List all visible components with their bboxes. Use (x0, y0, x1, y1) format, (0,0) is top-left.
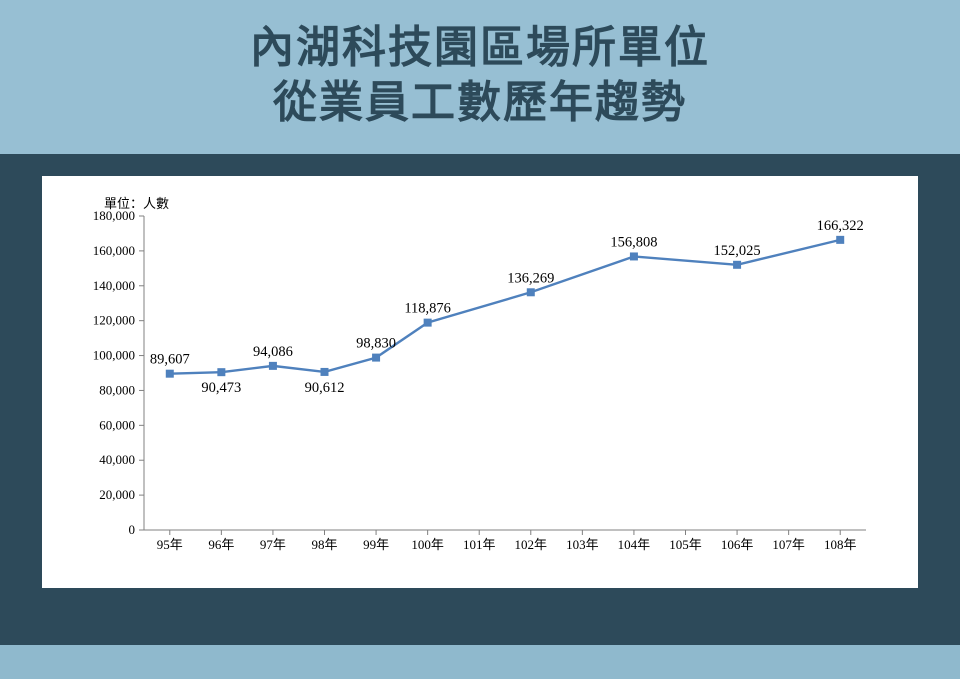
chart-card: 單位：人數020,00040,00060,00080,000100,000120… (42, 176, 918, 588)
series-data-label: 136,269 (507, 270, 554, 286)
series-marker (269, 362, 276, 369)
line-chart: 單位：人數020,00040,00060,00080,000100,000120… (66, 190, 886, 570)
y-tick-label: 0 (129, 522, 136, 537)
x-tick-label: 104年 (618, 537, 651, 552)
y-tick-label: 120,000 (93, 313, 135, 328)
x-tick-label: 99年 (363, 537, 389, 552)
series-marker (630, 253, 637, 260)
series-marker (373, 354, 380, 361)
y-tick-label: 80,000 (99, 382, 135, 397)
y-tick-label: 160,000 (93, 243, 135, 258)
page-root: 內湖科技園區場所單位 從業員工數歷年趨勢 單位：人數020,00040,0006… (0, 0, 960, 679)
y-tick-label: 60,000 (99, 417, 135, 432)
series-marker (837, 236, 844, 243)
title-line-2: 從業員工數歷年趨勢 (273, 78, 687, 127)
series-marker (321, 368, 328, 375)
x-tick-label: 103年 (566, 537, 599, 552)
series-data-label: 118,876 (404, 301, 451, 317)
y-tick-label: 140,000 (93, 278, 135, 293)
series-data-label: 94,086 (253, 344, 293, 360)
y-tick-label: 180,000 (93, 208, 135, 223)
x-tick-label: 95年 (157, 537, 183, 552)
x-tick-label: 108年 (824, 537, 857, 552)
series-data-label: 152,025 (714, 243, 761, 259)
chart-band: 單位：人數020,00040,00060,00080,000100,000120… (0, 154, 960, 612)
series-data-label: 98,830 (356, 336, 396, 352)
series-marker (527, 289, 534, 296)
footer-band (0, 645, 960, 679)
series-marker (734, 261, 741, 268)
x-tick-label: 107年 (772, 537, 805, 552)
x-tick-label: 102年 (515, 537, 548, 552)
x-tick-label: 96年 (208, 537, 234, 552)
x-tick-label: 101年 (463, 537, 496, 552)
x-tick-label: 97年 (260, 537, 286, 552)
series-marker (424, 319, 431, 326)
y-tick-label: 20,000 (99, 487, 135, 502)
x-tick-label: 98年 (311, 537, 337, 552)
series-data-label: 166,322 (817, 218, 864, 234)
x-tick-label: 105年 (669, 537, 702, 552)
x-tick-label: 100年 (411, 537, 444, 552)
page-title: 內湖科技園區場所單位 從業員工數歷年趨勢 (0, 20, 960, 130)
series-marker (218, 369, 225, 376)
y-tick-label: 40,000 (99, 452, 135, 467)
x-tick-label: 106年 (721, 537, 754, 552)
y-tick-label: 100,000 (93, 348, 135, 363)
title-line-1: 內湖科技園區場所單位 (250, 23, 710, 72)
series-data-label: 90,612 (305, 380, 345, 396)
header-band: 內湖科技園區場所單位 從業員工數歷年趨勢 (0, 0, 960, 154)
series-data-label: 89,607 (150, 352, 190, 368)
series-data-label: 156,808 (610, 234, 657, 250)
series-marker (166, 370, 173, 377)
series-data-label: 90,473 (201, 380, 241, 396)
